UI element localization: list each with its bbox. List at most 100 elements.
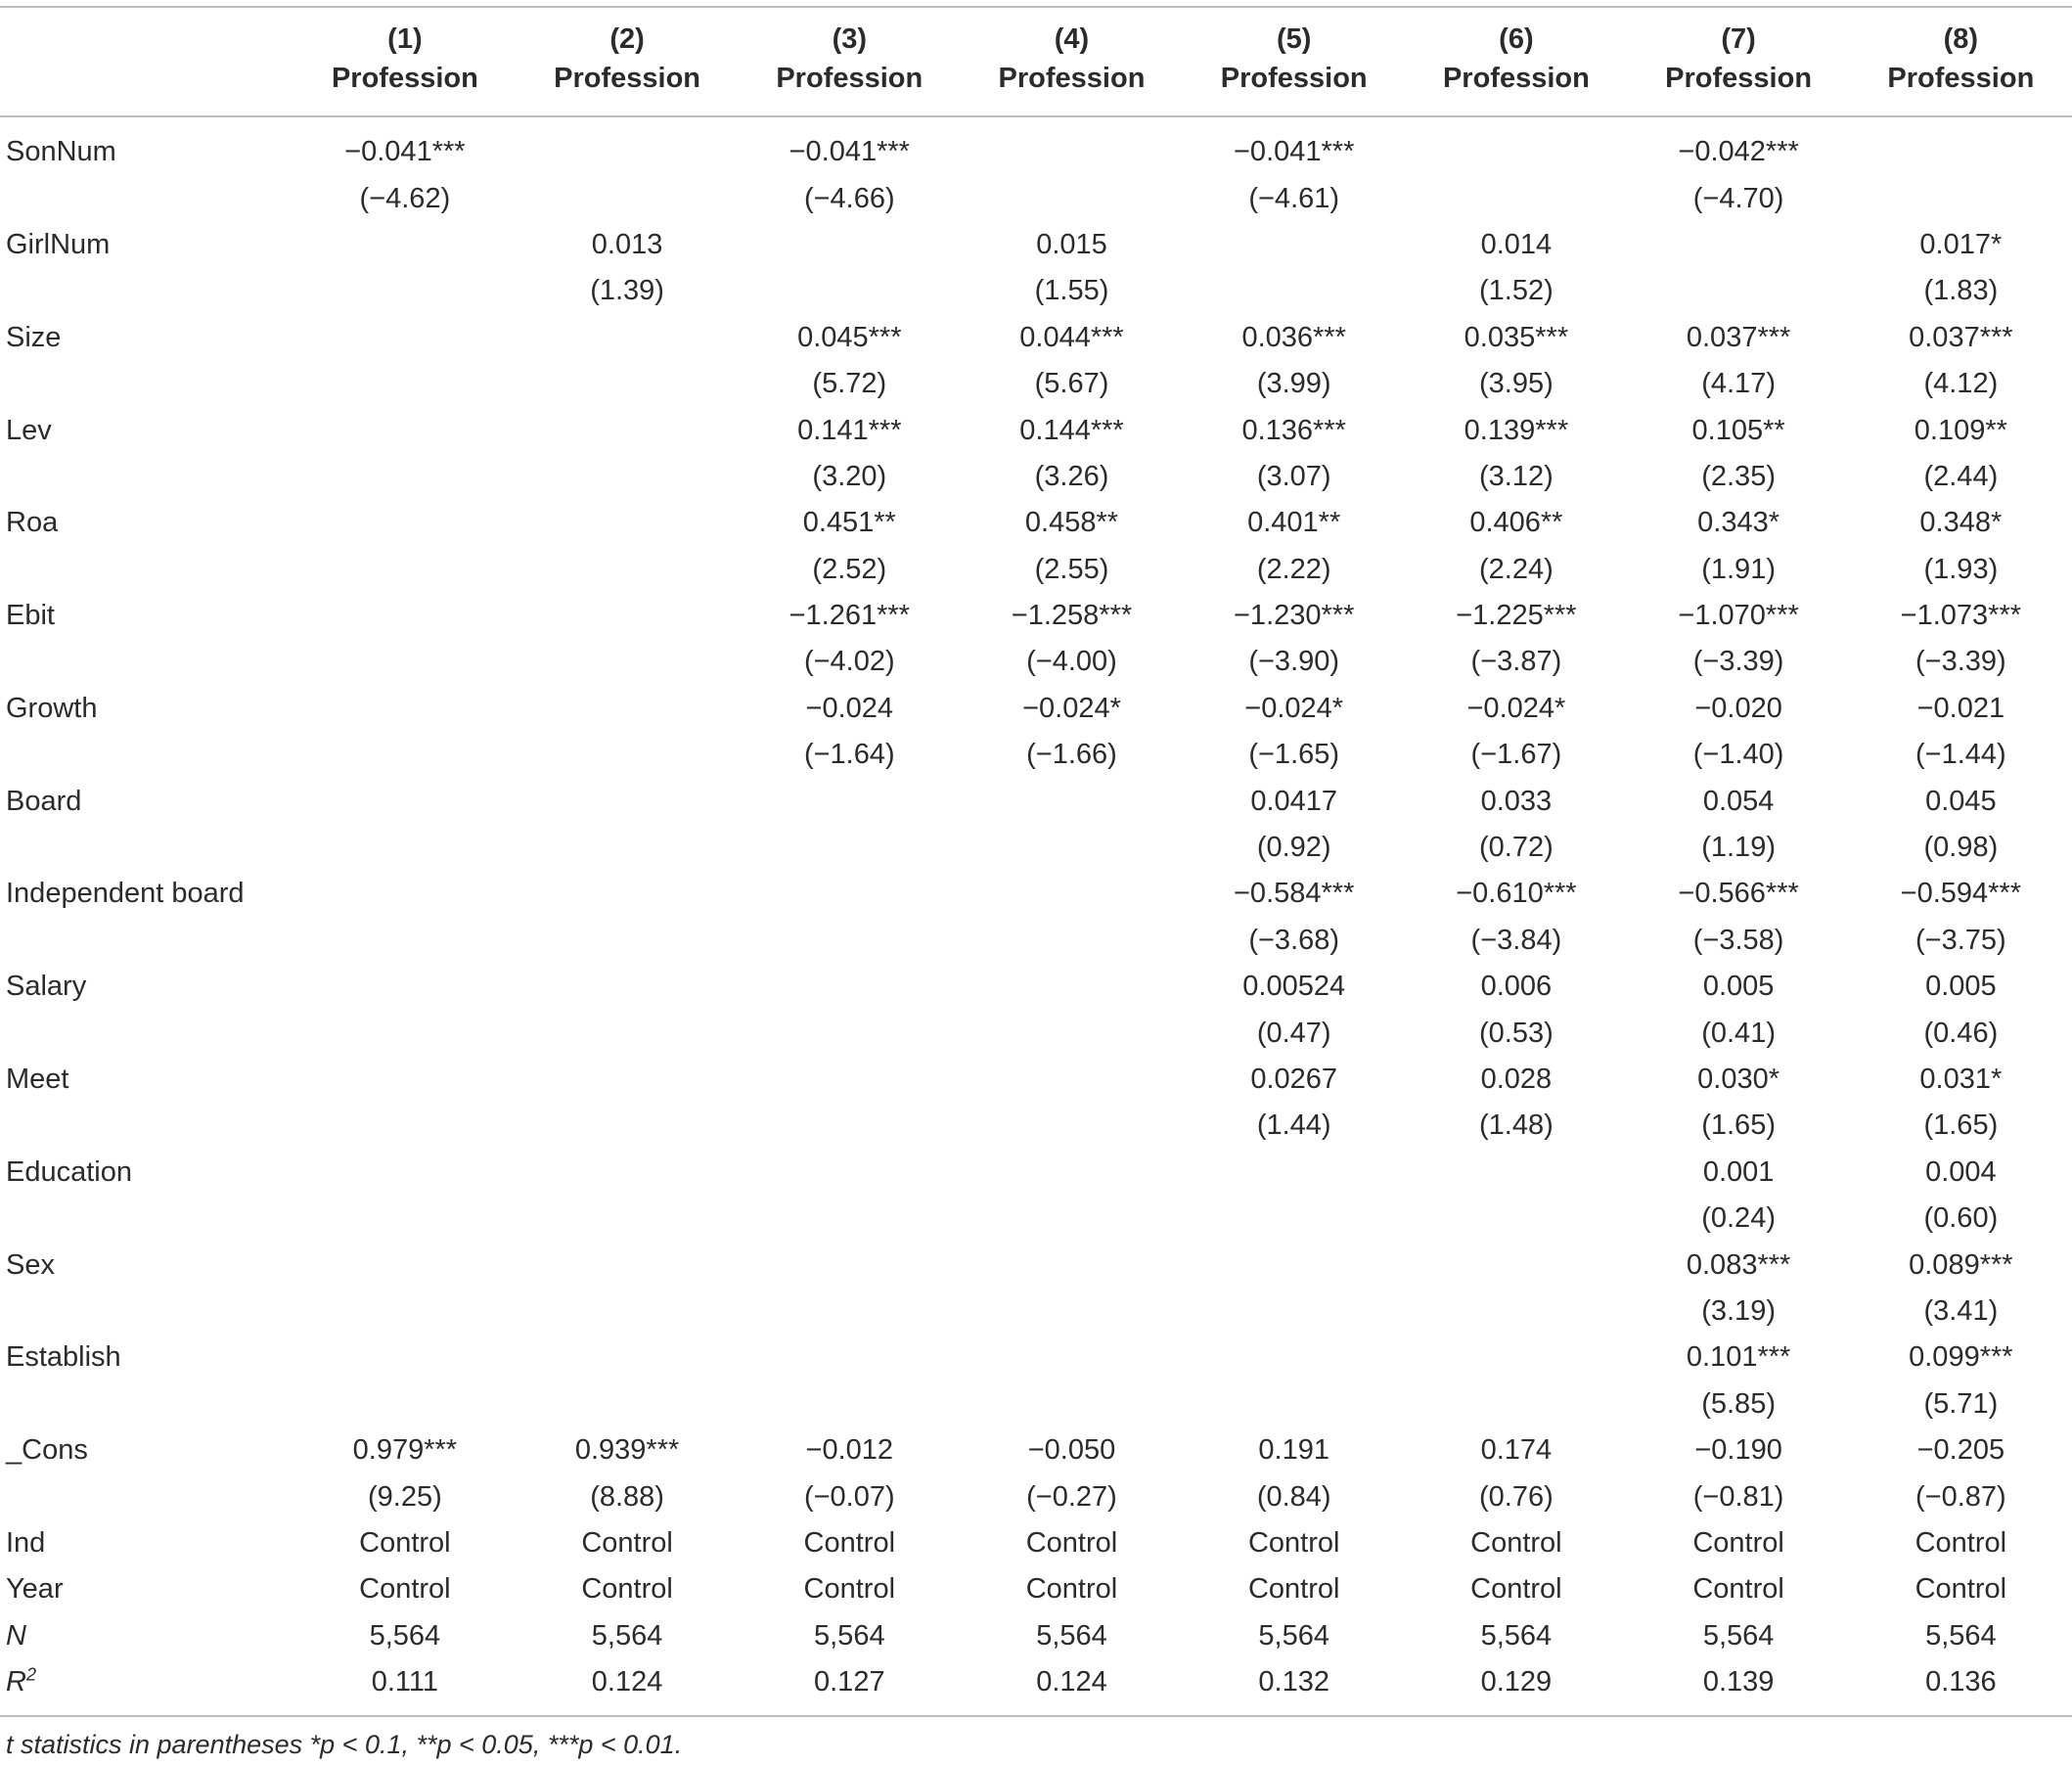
table-cell: (5.67) [1034, 368, 1109, 400]
row-label-text: Ebit [6, 600, 55, 632]
table-row: (−3.68) (−3.84) (−3.58) (−3.75) [0, 918, 2072, 964]
table-cell: 0.033 [1480, 785, 1553, 817]
table-cell: (1.44) [1256, 1109, 1331, 1142]
table-cell [961, 1242, 1183, 1288]
table-cell [1405, 1289, 1627, 1335]
table-cell: 0.939*** [574, 1434, 680, 1467]
table-cell [293, 1381, 516, 1427]
table-cell [293, 268, 516, 314]
table-cell [1183, 1150, 1405, 1196]
table-cell: (−1.67) [1470, 739, 1562, 771]
table-cell: (3.99) [1256, 368, 1331, 400]
table-cell [739, 222, 961, 268]
row-label-text: Size [6, 321, 62, 353]
row-label: Growth [0, 686, 293, 732]
table-cell [293, 871, 516, 917]
table-cell: 0.030* [1697, 1064, 1780, 1095]
table-cell: 0.045*** [797, 321, 902, 353]
table-row: GirlNum 0.013 0.015 0.014 0.017* [0, 222, 2072, 268]
table-cell [1628, 268, 1850, 314]
table-cell [739, 1057, 961, 1103]
row-label: Education [0, 1150, 293, 1196]
row-label-text: Lev [6, 414, 52, 446]
table-cell [293, 407, 516, 453]
table-cell: (−4.02) [803, 646, 895, 678]
table-cell: 0.136*** [1241, 414, 1346, 446]
row-label: Independent board [0, 871, 293, 917]
table-cell: 5,564 [1480, 1619, 1553, 1652]
row-label: Roa [0, 500, 293, 546]
table-cell [293, 454, 516, 500]
table-cell: Control [359, 1526, 451, 1559]
table-cell: (3.95) [1479, 368, 1554, 400]
table-cell [739, 964, 961, 1010]
table-cell [293, 315, 516, 361]
table-cell: 0.006 [1480, 971, 1553, 1003]
table-cell: 0.124 [960, 1658, 1184, 1718]
row-label: Sex [0, 1242, 293, 1288]
row-label [0, 1196, 293, 1242]
table-cell: (−4.66) [803, 182, 895, 214]
column-label-row: Profession Profession Profession Profess… [0, 57, 2072, 117]
table-cell: (0.41) [1701, 1017, 1776, 1049]
table-cell [1183, 1242, 1405, 1288]
column-label: Profession [516, 57, 739, 117]
row-label [0, 639, 293, 685]
table-row: (−4.02) (−4.00) (−3.90) (−3.87) (−3.39) (−3.3… [0, 639, 2072, 685]
table-cell: (2.24) [1479, 553, 1554, 585]
row-label [0, 1289, 293, 1335]
table-row: SonNum −0.041*** −0.041*** −0.041*** −0.042*… [0, 116, 2072, 175]
column-number: (5) [1183, 6, 1406, 57]
table-cell [516, 1103, 738, 1149]
table-cell [1405, 1335, 1627, 1381]
table-cell: 5,564 [591, 1619, 663, 1652]
table-cell: (0.47) [1256, 1017, 1331, 1049]
table-cell [293, 1242, 516, 1288]
row-label: N [0, 1613, 293, 1659]
table-cell: 5,564 [1258, 1619, 1329, 1652]
column-number: (2) [516, 6, 739, 57]
table-cell: 0.144*** [1019, 414, 1124, 446]
row-label: Year [0, 1566, 293, 1612]
row-label: Meet [0, 1057, 293, 1103]
table-cell [1628, 222, 1850, 268]
table-cell: (3.26) [1034, 460, 1109, 492]
table-cell [961, 1381, 1183, 1427]
table-cell: Control [1247, 1573, 1340, 1606]
table-cell: 0.406** [1469, 507, 1563, 539]
table-cell [516, 918, 738, 964]
column-number: (3) [738, 6, 961, 57]
table-cell: −1.230*** [1234, 600, 1355, 632]
row-label: Establish [0, 1335, 293, 1381]
table-cell [961, 1150, 1183, 1196]
table-header: (1) (2) (3) (4) (5) (6) (7) (8) Professi… [0, 6, 2072, 117]
row-label [0, 268, 293, 314]
table-cell: (0.84) [1256, 1480, 1331, 1513]
table-cell [1850, 116, 2072, 175]
row-label [0, 825, 293, 871]
table-cell: (3.19) [1701, 1294, 1776, 1327]
table-row: Ind Control Control Control Control Control Co… [0, 1520, 2072, 1566]
row-label-superscript: 2 [25, 1664, 36, 1685]
row-label [0, 361, 293, 407]
table-cell [739, 918, 961, 964]
table-cell: Control [803, 1526, 896, 1559]
table-cell: (−0.87) [1915, 1480, 2006, 1513]
table-cell: (2.35) [1701, 460, 1776, 492]
table-cell: (1.52) [1479, 275, 1554, 307]
table-cell: −1.070*** [1678, 600, 1799, 632]
table-cell [516, 175, 738, 221]
table-cell [739, 1010, 961, 1056]
table-cell: 0.036*** [1241, 321, 1346, 353]
table-cell [961, 1196, 1183, 1242]
table-cell [1183, 1335, 1405, 1381]
table-cell: Control [581, 1526, 673, 1559]
table-cell: 0.054 [1702, 785, 1775, 817]
table-cell: Control [1025, 1526, 1118, 1559]
column-number: (1) [293, 6, 517, 57]
table-cell: 0.458** [1024, 507, 1119, 539]
table-cell [293, 1103, 516, 1149]
table-cell: −0.024* [1244, 692, 1344, 724]
table-cell: −0.594*** [1900, 878, 2022, 910]
table-cell: (−3.84) [1470, 924, 1562, 956]
